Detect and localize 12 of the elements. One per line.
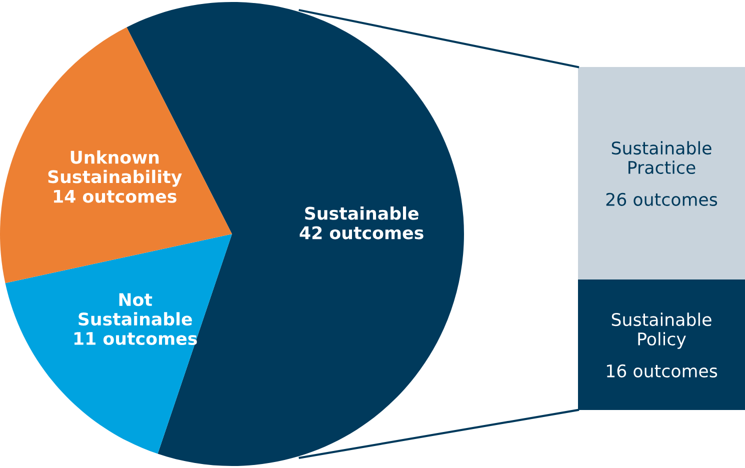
data-label: 11 outcomes [74, 332, 197, 346]
data-label: 16 outcomes [606, 364, 718, 378]
data-label: 26 outcomes [606, 192, 718, 206]
pie-slice [5, 234, 232, 454]
pie-slice [0, 27, 232, 284]
series-label: Sustainable Practice [612, 141, 712, 174]
slice-label: Sustainable [305, 206, 418, 220]
slice-label: Unknown Sustainability [48, 150, 182, 187]
series-label: Sustainable Policy [612, 312, 712, 349]
slice-label: Not Sustainable [78, 293, 192, 326]
data-label: 14 outcomes [54, 190, 176, 203]
data-label: 42 outcomes [300, 226, 424, 240]
